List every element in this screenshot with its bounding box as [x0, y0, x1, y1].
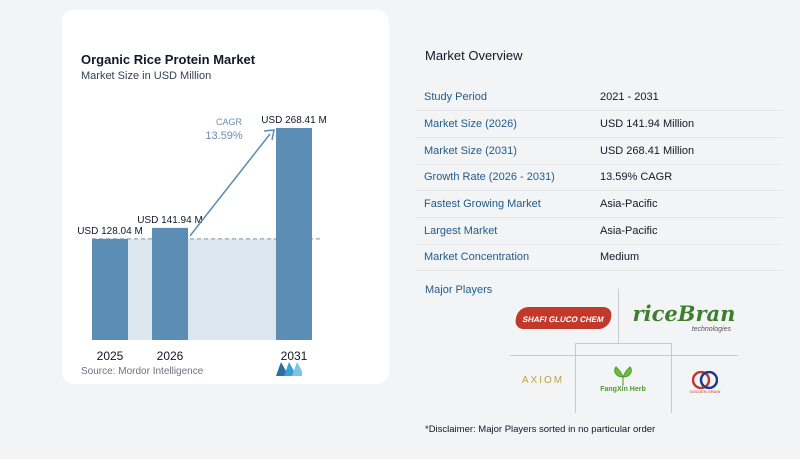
value-label: USD 128.04 M [77, 226, 143, 237]
overview-value: USD 268.41 Million [600, 144, 695, 157]
bar-2026 [152, 227, 188, 340]
overview-table: Study Period 2021 - 2031 Market Size (2026… [416, 84, 782, 271]
divider [510, 355, 738, 356]
x-tick-label: 2025 [97, 349, 124, 363]
overview-label: Market Size (2026) [424, 118, 517, 131]
overview-value: USD 141.94 Million [600, 118, 695, 131]
cagr-arrowhead-icon [263, 129, 275, 141]
overview-row: Market Concentration Medium [416, 244, 782, 271]
golden-grain-emblem-icon [692, 370, 718, 389]
x-tick-label: 2031 [281, 349, 308, 363]
overview-value: Medium [600, 251, 640, 264]
overview-value: Asia-Pacific [600, 198, 658, 211]
overview-label: Fastest Growing Market [424, 198, 541, 211]
x-tick-label: 2026 [157, 349, 184, 363]
cagr-arrow [189, 133, 271, 237]
overview-label: Market Concentration [424, 251, 530, 264]
bar-2025 [92, 238, 128, 340]
overview-row: Market Size (2026) USD 141.94 Million [416, 111, 782, 138]
mordor-logo-icon [276, 362, 302, 376]
overview-title: Market Overview [425, 48, 523, 63]
overview-label: Growth Rate (2026 - 2031) [424, 171, 555, 184]
players-grid: SHAFI GLUCO CHEM riceBran technologies A… [505, 287, 745, 413]
players-title: Major Players [425, 284, 493, 296]
chart-title: Organic Rice Protein Market [81, 52, 256, 67]
source-note: Source: Mordor Intelligence [81, 366, 204, 377]
chart-card: Organic Rice Protein Market Market Size … [62, 10, 389, 384]
overview-value: 2021 - 2031 [600, 91, 659, 104]
overview-row: Fastest Growing Market Asia-Pacific [416, 191, 782, 218]
ricebran-logo: riceBran technologies [632, 301, 736, 333]
overview-label: Largest Market [424, 224, 498, 237]
divider [618, 289, 619, 343]
overview-row: Largest Market Asia-Pacific [416, 217, 782, 245]
cagr-value: 13.59% [205, 130, 243, 142]
bar-chart: USD 128.04 M 2025 USD 141.94 M 2026 USD 268.… [77, 115, 327, 363]
axiom-logo: AXIOM [521, 374, 565, 386]
divider [671, 343, 672, 413]
overview-row: Growth Rate (2026 - 2031) 13.59% CAGR [416, 164, 782, 191]
chart-subtitle: Market Size in USD Million [81, 70, 212, 82]
overview-label: Study Period [424, 91, 487, 104]
overview-row: Market Size (2031) USD 268.41 Million [416, 137, 782, 165]
golden-grain-logo: GOLDEN GRAIN [677, 365, 733, 399]
value-label: USD 268.41 M [261, 115, 327, 126]
cagr-label: CAGR [216, 117, 243, 127]
divider [575, 343, 671, 344]
fangxin-herb-logo: FangXin Herb [581, 351, 665, 407]
overview-value: 13.59% CAGR [600, 171, 673, 184]
divider [575, 343, 576, 413]
baseline-area [92, 238, 312, 340]
disclaimer: *Disclaimer: Major Players sorted in no … [425, 424, 656, 435]
overview-row: Study Period 2021 - 2031 [416, 84, 782, 111]
bar-2031 [276, 128, 312, 340]
overview-label: Market Size (2031) [424, 144, 517, 157]
ginkgo-leaf-icon [614, 365, 632, 386]
overview-value: Asia-Pacific [600, 224, 658, 237]
shafi-gluco-chem-logo: SHAFI GLUCO CHEM [513, 301, 613, 335]
value-label: USD 141.94 M [137, 215, 203, 226]
